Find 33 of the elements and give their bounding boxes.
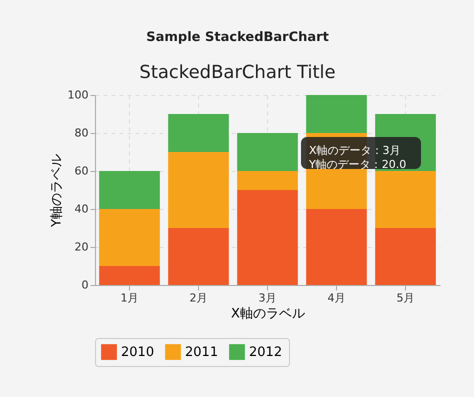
x-tick-label: 5月 [396, 292, 414, 304]
text: Sample StackedBarChart [146, 30, 329, 45]
chart-title: StackedBarChart Title [139, 62, 336, 83]
y-tick-label: 0 [82, 278, 88, 292]
legend-label: 2010 [121, 345, 154, 360]
x-tick-label: 4月 [328, 292, 346, 304]
bar [168, 228, 229, 285]
annotation: X軸のデータ：3月 [309, 144, 401, 157]
annotation: Y軸のデータ：20.0 [308, 158, 406, 171]
y-axis-title: Y軸のラベル [50, 154, 65, 228]
bar [237, 190, 298, 285]
x-tick-label: 3月 [258, 292, 276, 304]
y-tick-label: 60 [74, 164, 88, 178]
x-tick-label: 2月 [190, 292, 208, 304]
bar [306, 209, 367, 285]
bar [168, 152, 229, 228]
y-tick-label: 100 [68, 88, 88, 102]
legend-label: 2012 [249, 345, 282, 360]
y-tick-label: 40 [74, 202, 88, 216]
bar [99, 209, 160, 266]
bar [99, 171, 160, 209]
bar [375, 228, 436, 285]
bar [375, 171, 436, 228]
legend-label: 2011 [185, 345, 218, 360]
y-tick-label: 80 [74, 126, 88, 140]
bar [168, 114, 229, 152]
y-tick-label: 20 [74, 240, 88, 254]
x-tick-label: 1月 [120, 292, 138, 304]
bar [306, 95, 367, 133]
bar [237, 133, 298, 171]
x-axis-title: X軸のラベル [231, 306, 305, 322]
bar [237, 171, 298, 190]
bar [99, 266, 160, 285]
